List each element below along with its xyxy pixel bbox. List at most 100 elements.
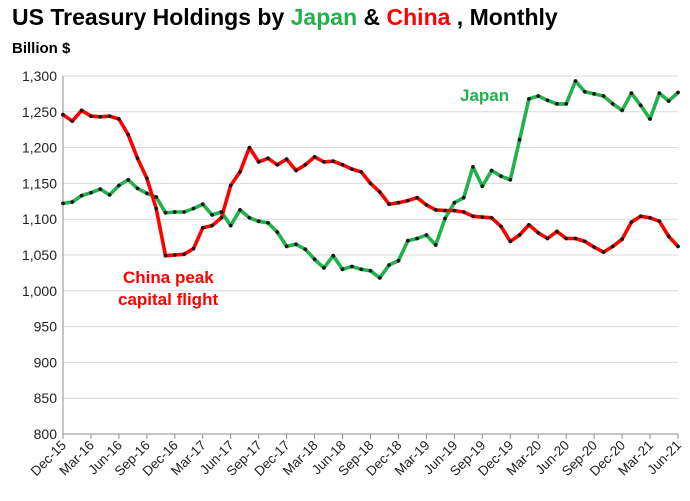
china-data-point (331, 159, 336, 164)
china-data-point (182, 252, 187, 257)
japan-data-point (256, 219, 261, 224)
china-data-point (135, 156, 140, 161)
china-data-point (387, 202, 391, 207)
japan-data-point (555, 102, 559, 106)
china-data-point (350, 167, 354, 172)
china-data-point (359, 170, 364, 174)
japan-data-point (415, 236, 419, 241)
china-data-point (564, 236, 569, 241)
china-data-point (247, 145, 252, 150)
china-data-point (629, 220, 634, 225)
china-data-point (200, 225, 205, 230)
y-tick-label: 900 (34, 354, 58, 370)
japan-data-point (322, 266, 326, 270)
china-annotation: China peak capital flight (118, 268, 218, 309)
y-tick-label: 1,200 (22, 140, 57, 156)
china-data-point (89, 114, 93, 118)
china-data-point (266, 156, 270, 161)
china-data-point (294, 168, 298, 173)
china-data-point (368, 181, 373, 186)
japan-data-point (210, 213, 215, 217)
japan-data-point (135, 186, 140, 191)
japan-data-point (219, 210, 224, 214)
series-layer (61, 79, 680, 280)
china-data-point (415, 195, 419, 200)
china-data-point (638, 214, 643, 219)
japan-data-point (601, 94, 606, 98)
china-data-point (666, 234, 671, 239)
japan-data-point (340, 267, 345, 272)
japan-data-point (610, 102, 615, 106)
china-data-point (676, 244, 680, 249)
china-data-point (480, 215, 485, 220)
china-data-point (517, 233, 522, 237)
y-tick-label: 1,100 (22, 211, 57, 227)
chart-title-part: Japan (291, 4, 357, 30)
japan-data-point (368, 268, 373, 273)
japan-data-point (489, 168, 494, 173)
china-data-point (312, 155, 317, 159)
china-data-point (508, 239, 513, 244)
japan-data-point (648, 117, 652, 121)
chart-title: US Treasury Holdings by Japan & China , … (12, 4, 558, 30)
china-data-point (303, 162, 308, 167)
y-tick-label: 1,250 (22, 104, 57, 120)
japan-data-point (508, 177, 513, 182)
japan-data-point (117, 183, 121, 188)
china-data-point (424, 203, 429, 207)
japan-data-point (275, 230, 280, 235)
japan-data-point (629, 91, 634, 96)
japan-data-point (657, 91, 662, 96)
japan-data-point (89, 190, 93, 195)
china-data-point (648, 215, 652, 220)
y-tick-label: 1,150 (22, 175, 57, 191)
china-data-point (284, 157, 289, 162)
japan-data-point (70, 200, 75, 204)
japan-data-point (424, 233, 429, 237)
japan-data-point (79, 193, 84, 198)
china-data-point (452, 208, 457, 213)
china-data-point (527, 223, 531, 227)
china-data-point (499, 224, 503, 229)
china-data-point (70, 119, 75, 123)
japan-data-point (471, 165, 475, 169)
china-data-point (405, 198, 410, 203)
japan-data-point (107, 193, 112, 197)
japan-data-point (359, 267, 364, 272)
japan-data-point (266, 220, 270, 225)
japan-data-point (527, 97, 531, 101)
japan-data-point (573, 79, 578, 83)
japan-data-point (433, 243, 438, 247)
china-data-point (275, 162, 280, 167)
china-data-point (340, 162, 345, 167)
y-tick-label: 1,000 (22, 283, 57, 299)
japan-data-point (312, 257, 317, 262)
chart-title-part: & (364, 4, 387, 30)
japan-data-point (592, 92, 596, 96)
china-data-point (582, 239, 587, 244)
china-annotation-line-1: China peak (123, 268, 214, 287)
china-data-point (620, 237, 624, 242)
japan-data-point (182, 210, 187, 214)
japan-data-point (536, 94, 541, 98)
china-data-point (471, 214, 475, 219)
x-axis: Dec-15Mar-16Jun-16Sep-16Dec-16Mar-17Jun-… (28, 433, 684, 479)
y-tick-label: 1,300 (22, 68, 57, 84)
china-data-point (601, 250, 606, 255)
japan-data-point (480, 184, 485, 189)
china-annotation-line-2: capital flight (118, 290, 218, 309)
china-data-point (377, 190, 382, 194)
japan-data-point (638, 103, 643, 108)
chart-title-part: China (387, 4, 451, 30)
japan-data-point (676, 90, 680, 95)
japan-data-point (443, 216, 447, 221)
china-data-point (79, 108, 84, 113)
japan-data-point (172, 210, 177, 214)
china-data-point (228, 183, 233, 188)
china-data-point (61, 112, 65, 117)
japan-data-point (284, 244, 289, 249)
y-tick-label: 950 (34, 319, 58, 335)
japan-data-point (620, 108, 624, 113)
japan-data-point (61, 201, 65, 206)
japan-data-point (461, 195, 466, 200)
